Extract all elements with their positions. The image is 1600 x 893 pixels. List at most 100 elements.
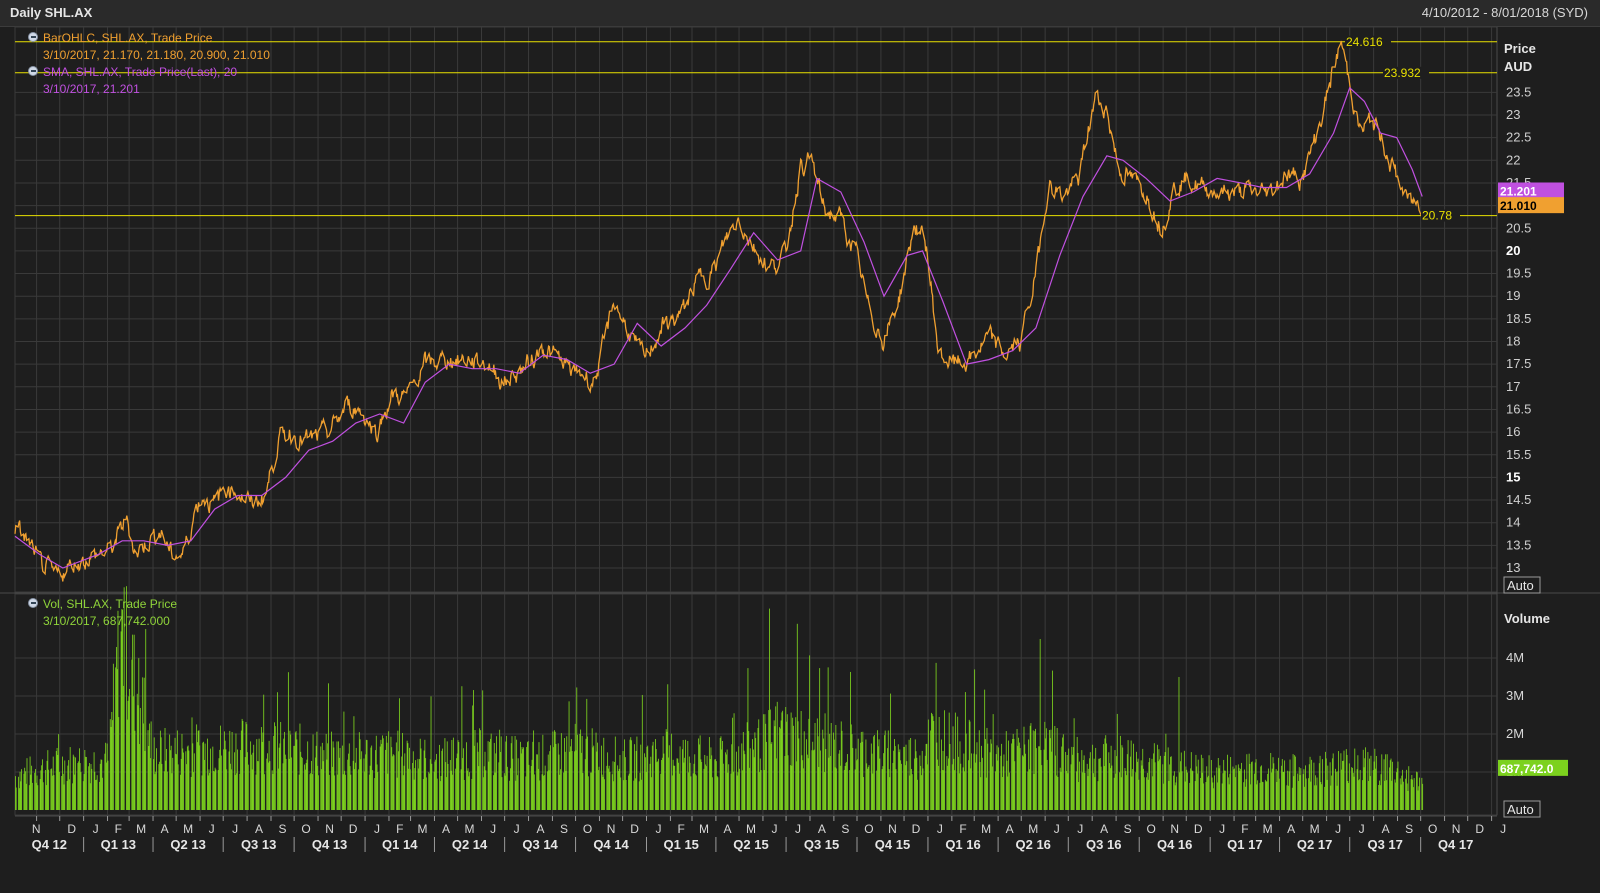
volume-bar <box>225 749 227 810</box>
volume-bar <box>61 776 63 810</box>
volume-bar <box>348 753 349 810</box>
volume-bar <box>291 757 292 810</box>
volume-bar <box>68 779 70 810</box>
volume-bar <box>18 776 19 810</box>
volume-bar <box>1022 756 1024 810</box>
volume-bar <box>1126 775 1127 810</box>
volume-bar <box>1288 785 1289 810</box>
ohlc-legend-row[interactable]: BarOHLC, SHL.AX, Trade Price <box>28 30 270 47</box>
volume-bar <box>322 761 324 810</box>
volume-bar <box>623 780 625 810</box>
volume-bar <box>823 738 824 810</box>
volume-bar <box>752 739 753 810</box>
volume-bar <box>1302 774 1304 810</box>
volume-bar <box>339 748 341 810</box>
price-panel[interactable] <box>14 26 1498 593</box>
volume-bar <box>397 730 399 810</box>
volume-bar <box>867 766 869 810</box>
volume-bar <box>145 629 147 810</box>
volume-bar <box>95 780 97 810</box>
volume-bar <box>1111 765 1113 810</box>
volume-bar <box>1045 728 1047 810</box>
volume-bar <box>1283 771 1285 810</box>
volume-bar <box>31 782 33 810</box>
volume-bar <box>1065 751 1067 810</box>
volume-bar <box>352 760 354 810</box>
volume-bar <box>931 712 932 810</box>
volume-bar <box>1298 767 1300 810</box>
volume-bar <box>450 770 452 810</box>
volume-bar <box>121 609 123 810</box>
volume-bar <box>552 731 554 810</box>
volume-bar <box>138 658 140 810</box>
date-range[interactable]: 4/10/2012 - 8/01/2018 (SYD) <box>1421 5 1588 20</box>
volume-bar <box>586 698 588 810</box>
volume-bar <box>699 735 701 810</box>
collapse-icon[interactable] <box>28 32 38 42</box>
quarter-label: Q4 17 <box>1438 837 1473 852</box>
volume-bar <box>1293 776 1295 810</box>
volume-bar <box>1084 773 1086 810</box>
volume-bar <box>1232 766 1234 810</box>
sma-legend-row[interactable]: SMA, SHL.AX, Trade Price(Last), 20 <box>28 64 270 81</box>
volume-bar <box>531 759 533 810</box>
volume-bar <box>1002 766 1004 810</box>
volume-bar <box>122 685 124 810</box>
volume-bar <box>728 764 730 810</box>
price-auto-button[interactable] <box>1503 576 1541 594</box>
volume-bar <box>974 669 976 810</box>
vol-legend-row[interactable]: Vol, SHL.AX, Trade Price <box>28 596 177 613</box>
volume-bar <box>218 758 220 810</box>
volume-bar <box>915 751 917 810</box>
volume-bar <box>250 741 252 810</box>
volume-bar <box>629 739 631 810</box>
sma-series-line[interactable] <box>14 86 1423 569</box>
volume-bar <box>267 753 268 810</box>
volume-bar <box>45 785 47 810</box>
volume-bar <box>606 765 608 810</box>
volume-bar <box>407 743 409 810</box>
volume-auto-button[interactable] <box>1503 800 1541 818</box>
volume-bar <box>641 779 642 810</box>
volume-bar <box>439 781 441 810</box>
volume-bar <box>247 752 248 810</box>
volume-bar <box>995 771 996 810</box>
volume-bar <box>649 763 651 810</box>
month-label: N <box>1170 822 1179 836</box>
volume-bar <box>436 778 438 810</box>
price-unit-label: AUD <box>1504 59 1532 74</box>
volume-bar <box>554 731 556 810</box>
volume-bar <box>354 769 356 810</box>
price-tick-label: 17 <box>1506 379 1520 394</box>
volume-bar <box>1173 775 1174 810</box>
volume-bar <box>1203 783 1205 810</box>
volume-bar <box>1234 777 1236 810</box>
price-series-line[interactable] <box>14 40 1423 582</box>
volume-bar <box>1040 750 1042 810</box>
volume-bar <box>1337 771 1339 810</box>
volume-bar <box>1278 778 1280 810</box>
collapse-icon[interactable] <box>28 598 38 608</box>
volume-bar <box>483 777 484 810</box>
volume-bar <box>1309 756 1311 810</box>
volume-bar <box>85 756 87 810</box>
volume-bar <box>587 776 589 810</box>
volume-bar <box>976 742 978 810</box>
volume-bar <box>1369 776 1371 810</box>
volume-bar <box>829 733 831 810</box>
volume-bar <box>274 722 275 810</box>
volume-bar <box>500 736 502 810</box>
volume-bar <box>1255 759 1257 810</box>
volume-bar <box>1207 775 1209 810</box>
collapse-icon[interactable] <box>28 66 38 76</box>
volume-bar <box>1251 762 1252 810</box>
volume-bar <box>1082 760 1084 810</box>
volume-bar <box>989 752 991 810</box>
volume-bar <box>323 750 325 810</box>
volume-bar <box>541 774 543 810</box>
volume-bar <box>1346 754 1348 810</box>
volume-bar <box>747 668 749 810</box>
volume-bar <box>570 739 572 810</box>
volume-bar <box>1359 769 1361 810</box>
